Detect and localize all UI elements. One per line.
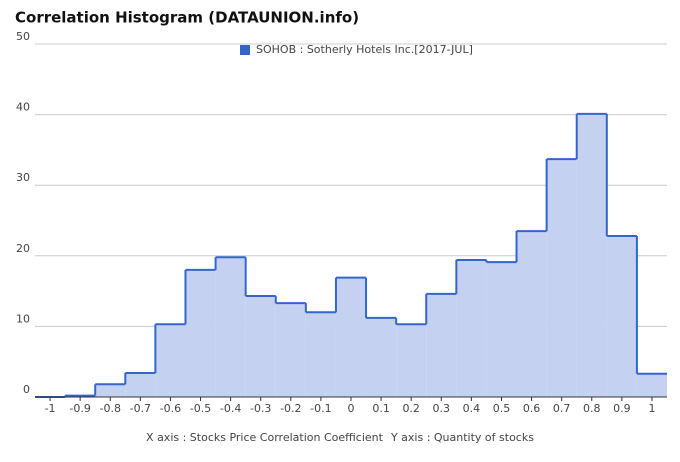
- bar: [125, 372, 156, 397]
- x-tick-label: 0.3: [433, 402, 451, 415]
- x-tick-label: 0.8: [583, 402, 601, 415]
- bar: [456, 260, 487, 397]
- bar: [366, 317, 397, 397]
- bar: [155, 324, 186, 397]
- y-tick-label: 0: [23, 383, 30, 396]
- x-tick-label: 0.6: [523, 402, 541, 415]
- x-tick-label: 0: [348, 402, 355, 415]
- bar: [275, 303, 306, 397]
- bar: [606, 236, 637, 397]
- x-tick-label: 1: [648, 402, 655, 415]
- bar: [426, 293, 457, 397]
- x-tick-label: 0.7: [553, 402, 571, 415]
- legend-label: SOHOB : Sotherly Hotels Inc.[2017-JUL]: [256, 43, 473, 56]
- bar: [516, 231, 547, 397]
- x-tick-label: -0.2: [280, 402, 301, 415]
- bar: [245, 296, 276, 397]
- x-tick-label: -0.3: [250, 402, 271, 415]
- bar: [215, 257, 246, 397]
- axis-caption: X axis : Stocks Price Correlation Coeffi…: [146, 431, 534, 444]
- y-tick-label: 30: [16, 171, 30, 184]
- x-tick-label: -0.6: [160, 402, 181, 415]
- y-tick-label: 10: [16, 312, 30, 325]
- x-tick-label: -0.9: [69, 402, 90, 415]
- y-axis-label: Y axis : Quantity of stocks: [390, 431, 534, 444]
- bar: [546, 159, 577, 397]
- x-tick-label: -0.7: [130, 402, 151, 415]
- y-tick-label: 40: [16, 101, 30, 114]
- y-tick-label: 20: [16, 242, 30, 255]
- bar: [486, 262, 517, 397]
- chart-title: Correlation Histogram (DATAUNION.info): [15, 9, 359, 27]
- x-tick-label: 0.4: [463, 402, 481, 415]
- bar: [576, 113, 607, 398]
- x-axis-label: X axis : Stocks Price Correlation Coeffi…: [146, 431, 384, 444]
- x-tick-label: 0.5: [493, 402, 511, 415]
- bar: [636, 373, 667, 397]
- x-tick-label: -0.4: [220, 402, 241, 415]
- x-tick-label: 0.2: [402, 402, 420, 415]
- x-tick-label: 0.1: [372, 402, 390, 415]
- bar: [305, 312, 336, 397]
- x-tick-label: -0.8: [100, 402, 121, 415]
- bar: [185, 269, 216, 397]
- x-tick-label: -0.1: [310, 402, 331, 415]
- y-tick-label: 50: [16, 30, 30, 43]
- x-tick-label: -0.5: [190, 402, 211, 415]
- bar: [95, 384, 126, 397]
- bar: [335, 277, 367, 397]
- x-tick-label: 0.9: [613, 402, 631, 415]
- bar: [396, 324, 427, 397]
- x-tick-label: -1: [45, 402, 56, 415]
- legend-swatch: [240, 45, 250, 55]
